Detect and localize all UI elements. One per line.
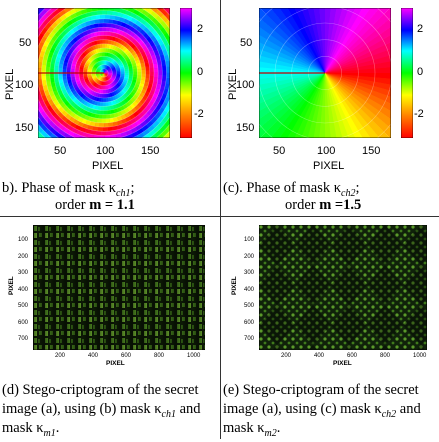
caption-text: order [285,197,320,213]
figure-d-caption-line2: image (a), using (b) mask κch1 and [2,401,201,423]
figure-b-xtick: 150 [141,145,160,157]
figure-d-xtick: 800 [154,353,165,359]
caption-text: ; [355,180,360,196]
figure-d-ytick: 600 [18,319,29,326]
figure-c-phase-image [259,8,391,138]
caption-text: order [55,197,90,213]
figure-b-ytick: 50 [19,37,32,49]
figure-e-caption-line3: mask κm2. [223,420,280,442]
vertical-divider [220,0,221,439]
caption-text: and [175,401,201,417]
caption-text: . [55,420,60,436]
figure-c-colorbar [401,8,413,138]
caption-subscript: ch1 [116,187,131,199]
figure-c-caption-line1: (c). Phase of mask κch2; [223,180,360,202]
figure-d-ytick: 200 [18,253,29,260]
figure-d-caption-line1: (d) Stego-criptogram of the secret [2,382,199,398]
figure-b-cbar-tick: -2 [194,108,204,120]
caption-subscript: ch1 [161,408,176,420]
figure-e-caption-line1: (e) Stego-criptogram of the secret [223,382,419,398]
figure-b-xtick: 100 [96,145,115,157]
figure-c-ytick: 100 [236,79,255,91]
caption-text: (c). Phase of mask κ [223,180,342,196]
figure-e-xtick: 800 [380,353,391,359]
figure-d-stego-criptogram: PIXEL 100 200 300 400 500 600 700 [0,217,220,439]
figure-e-ylabel: PIXEL [231,276,238,295]
caption-bold: m = 1.1 [89,197,135,213]
figure-d-xtick: 1000 [187,353,201,359]
figure-c-cbar-tick: 2 [417,23,424,35]
figure-d-xtick: 400 [88,353,99,359]
figure-d-caption-line3: mask κm1. [2,420,59,442]
figure-b-caption-line1: b). Phase of mask κch1; [2,180,135,202]
figure-d-ytick: 500 [18,303,29,309]
caption-text: . [276,420,281,436]
caption-text: image (a), using (c) mask κ [223,401,382,417]
figure-c-phase-mask-ch2: PIXEL 50 100 150 2 0 -2 50 100 150 PIXEL… [221,0,439,216]
figure-c-cbar-tick: 0 [417,66,424,78]
caption-bold: m =1.5 [319,197,362,213]
figure-e-ytick: 600 [244,319,255,326]
figure-b-ytick: 100 [15,79,34,91]
figure-c-caption-line2: order m =1.5 [285,197,361,213]
figure-e-caption-line2: image (a), using (c) mask κch2 and [223,401,421,423]
figure-b-phase-mask-ch1: PIXEL 50 100 150 2 0 -2 50 100 150 PIXEL… [0,0,220,216]
figure-d-xtick: 600 [121,353,132,359]
figure-e-ytick: 400 [244,286,255,293]
caption-subscript: ch2 [381,408,397,420]
figure-b-xtick: 50 [54,145,67,157]
figure-c-ytick: 150 [236,122,255,134]
figure-b-cbar-tick: 0 [197,66,204,78]
figure-d-ytick: 400 [18,286,29,293]
figure-d-xtick: 200 [55,353,66,359]
figure-e-xtick: 400 [314,353,325,359]
figure-c-xtick: 50 [273,145,286,157]
figure-e-stego-criptogram: PIXEL 100 200 300 400 500 600 700 200 400 600 800… [221,217,439,439]
figure-e-ytick: 700 [244,336,255,342]
figure-d-ytick: 700 [18,336,29,342]
figure-e-ytick: 100 [244,237,255,243]
figure-b-xlabel: PIXEL [92,160,124,172]
figure-c-xtick: 150 [362,145,381,157]
caption-subscript: ch2 [341,187,356,199]
figure-b-ytick: 150 [15,122,34,134]
figure-c-cbar-tick: -2 [414,108,424,120]
caption-text: and [396,401,421,417]
figure-d-stego-image [33,225,205,350]
caption-text: mask κ [2,420,44,436]
caption-subscript: m2 [264,427,277,439]
caption-text: image (a), using (b) mask κ [2,401,162,417]
figure-c-xtick: 100 [317,145,336,157]
figure-d-ylabel: PIXEL [8,276,15,295]
figure-e-xtick: 1000 [413,353,427,359]
figure-e-ytick: 300 [244,270,255,276]
figure-e-ytick: 200 [244,253,255,260]
figure-d-xlabel: PIXEL [106,360,125,367]
horizontal-divider [0,216,439,217]
caption-subscript: m1 [43,427,56,439]
figure-e-xtick: 200 [281,353,292,359]
figure-e-stego-image [259,225,427,350]
figure-e-ytick: 500 [244,303,255,309]
figure-e-xtick: 600 [347,353,358,359]
caption-text: b). Phase of mask κ [2,180,117,196]
figure-c-xlabel: PIXEL [313,160,345,172]
figure-d-ytick: 100 [18,237,29,243]
figure-b-cbar-tick: 2 [197,23,204,35]
figure-b-phase-image [38,8,170,138]
figure-c-ytick: 50 [240,37,253,49]
figure-b-caption-line2: order m = 1.1 [55,197,135,213]
figure-b-colorbar [180,8,192,138]
figure-e-xlabel: PIXEL [333,360,352,367]
figure-d-ytick: 300 [18,270,29,276]
caption-text: ; [130,180,135,196]
caption-text: mask κ [223,420,265,436]
